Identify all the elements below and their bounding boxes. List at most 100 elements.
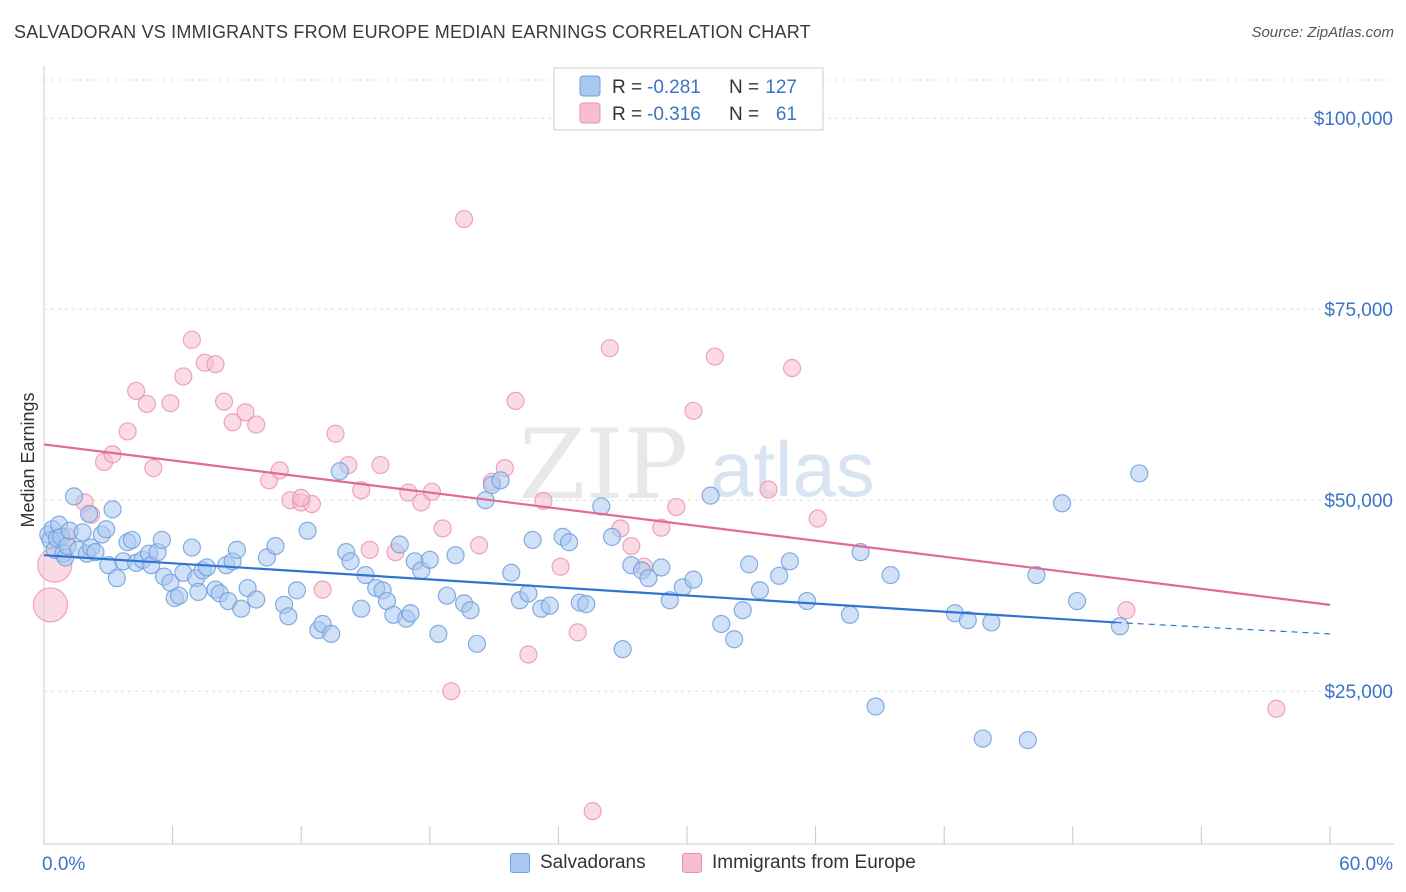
y-tick-label-3: $100,000: [1314, 109, 1393, 130]
pink-point-26: [326, 424, 345, 443]
bottom-legend: Salvadorans Immigrants from Europe: [0, 852, 1406, 878]
pink-point-33: [412, 493, 431, 512]
blue-point-60: [330, 462, 349, 481]
blue-point-123: [1052, 494, 1072, 513]
blue-point-111: [780, 552, 799, 571]
blue-point-71: [401, 604, 420, 623]
legend-r-label-1: R =: [612, 77, 642, 98]
pink-point-36: [442, 682, 461, 701]
trend-line-salvadorans: [43, 554, 1116, 624]
blue-point-17: [86, 543, 105, 562]
pink-point-44: [551, 557, 570, 576]
blue-point-11: [64, 487, 84, 506]
pink-point-57: [808, 509, 827, 528]
blue-point-91: [560, 533, 579, 552]
blue-point-93: [577, 595, 596, 614]
pink-point-29: [360, 540, 379, 559]
y-tick-label-0: $25,000: [1324, 682, 1393, 703]
bottom-legend-salvadorans: Salvadorans: [510, 852, 646, 874]
pink-point-11: [161, 394, 180, 413]
pink-point-8: [127, 381, 146, 401]
trend-line-salvadorans-extension: [1115, 621, 1331, 635]
blue-point-105: [712, 614, 731, 634]
blue-point-121: [1018, 730, 1037, 750]
pink-point-0: [32, 587, 69, 623]
blue-point-84: [502, 563, 521, 582]
blue-point-99: [639, 569, 658, 588]
blue-point-95: [602, 527, 622, 546]
legend-swatch-immigrants: [579, 102, 601, 124]
blue-point-74: [420, 550, 439, 569]
blue-point-96: [613, 640, 632, 659]
pink-point-25: [313, 580, 332, 599]
pink-point-30: [371, 455, 390, 475]
blue-point-62: [341, 552, 360, 571]
legend-n-label-2: N =: [729, 104, 759, 125]
pink-point-38: [469, 536, 489, 555]
pink-point-15: [206, 355, 225, 374]
pink-point-18: [236, 403, 255, 422]
source-credit: Source: ZipAtlas.com: [1251, 24, 1394, 41]
y-tick-labels: $25,000 $50,000 $75,000 $100,000: [1314, 109, 1393, 703]
pink-point-49: [622, 536, 641, 556]
blue-point-59: [322, 624, 341, 644]
blue-point-122: [1027, 565, 1046, 585]
blue-point-104: [701, 486, 720, 505]
blue-point-119: [973, 729, 992, 748]
bottom-legend-swatch-immigrants: [682, 853, 702, 873]
legend-r-value-1: -0.281: [647, 77, 701, 98]
pink-point-45: [568, 623, 587, 642]
blue-point-79: [461, 601, 480, 620]
pink-point-16: [214, 392, 234, 411]
bottom-legend-immigrants: Immigrants from Europe: [682, 852, 916, 874]
pink-point-60: [292, 488, 311, 508]
blue-point-39: [189, 582, 208, 601]
x-tick-labels: 0.0% 60.0%: [42, 854, 1393, 875]
pink-point-58: [1117, 601, 1136, 620]
watermark: ZIP atlas: [519, 409, 875, 521]
top-legend: R = -0.281 N = 127 R = -0.316 N = 61: [553, 67, 824, 131]
blue-point-19: [97, 520, 116, 539]
blue-point-101: [660, 591, 679, 610]
blue-point-13: [73, 523, 92, 542]
bottom-legend-label-immigrants: Immigrants from Europe: [712, 852, 916, 873]
blue-point-25: [122, 530, 141, 550]
series-salvadorans: [39, 462, 1149, 750]
blue-point-126: [1130, 464, 1149, 483]
blue-point-41: [197, 558, 216, 577]
blue-point-115: [866, 697, 885, 716]
blue-point-87: [523, 530, 542, 550]
bottom-legend-swatch-salvadorans: [510, 853, 530, 873]
trend-line-immigrants: [43, 443, 1331, 606]
pink-point-37: [454, 209, 474, 229]
pink-point-46: [583, 802, 602, 821]
pink-point-12: [174, 367, 193, 386]
blue-point-109: [750, 581, 769, 600]
blue-point-21: [103, 500, 122, 519]
pink-point-35: [433, 519, 452, 538]
blue-point-116: [881, 565, 900, 585]
blue-point-76: [437, 586, 457, 605]
pink-point-19: [247, 415, 266, 434]
blue-point-106: [725, 630, 744, 649]
blue-point-107: [733, 601, 752, 620]
legend-r-label-2: R =: [612, 104, 642, 125]
legend-n-label-1: N =: [729, 77, 759, 98]
pink-point-7: [118, 422, 137, 441]
blue-point-77: [446, 546, 465, 565]
pink-point-53: [684, 401, 703, 420]
axes: [43, 66, 1394, 845]
pink-point-56: [782, 358, 802, 378]
blue-point-80: [467, 634, 487, 653]
x-tick-label-1: 60.0%: [1339, 854, 1393, 875]
blue-point-113: [840, 605, 859, 624]
blue-point-37: [182, 538, 201, 557]
blue-point-125: [1110, 617, 1130, 636]
blue-point-75: [429, 624, 448, 644]
legend-n-value-2: 61: [776, 104, 797, 125]
x-tick-label-0: 0.0%: [42, 854, 85, 875]
pink-point-21: [270, 461, 289, 480]
pink-point-42: [519, 645, 538, 664]
bottom-legend-label-salvadorans: Salvadorans: [540, 852, 646, 873]
blue-point-56: [298, 521, 317, 540]
